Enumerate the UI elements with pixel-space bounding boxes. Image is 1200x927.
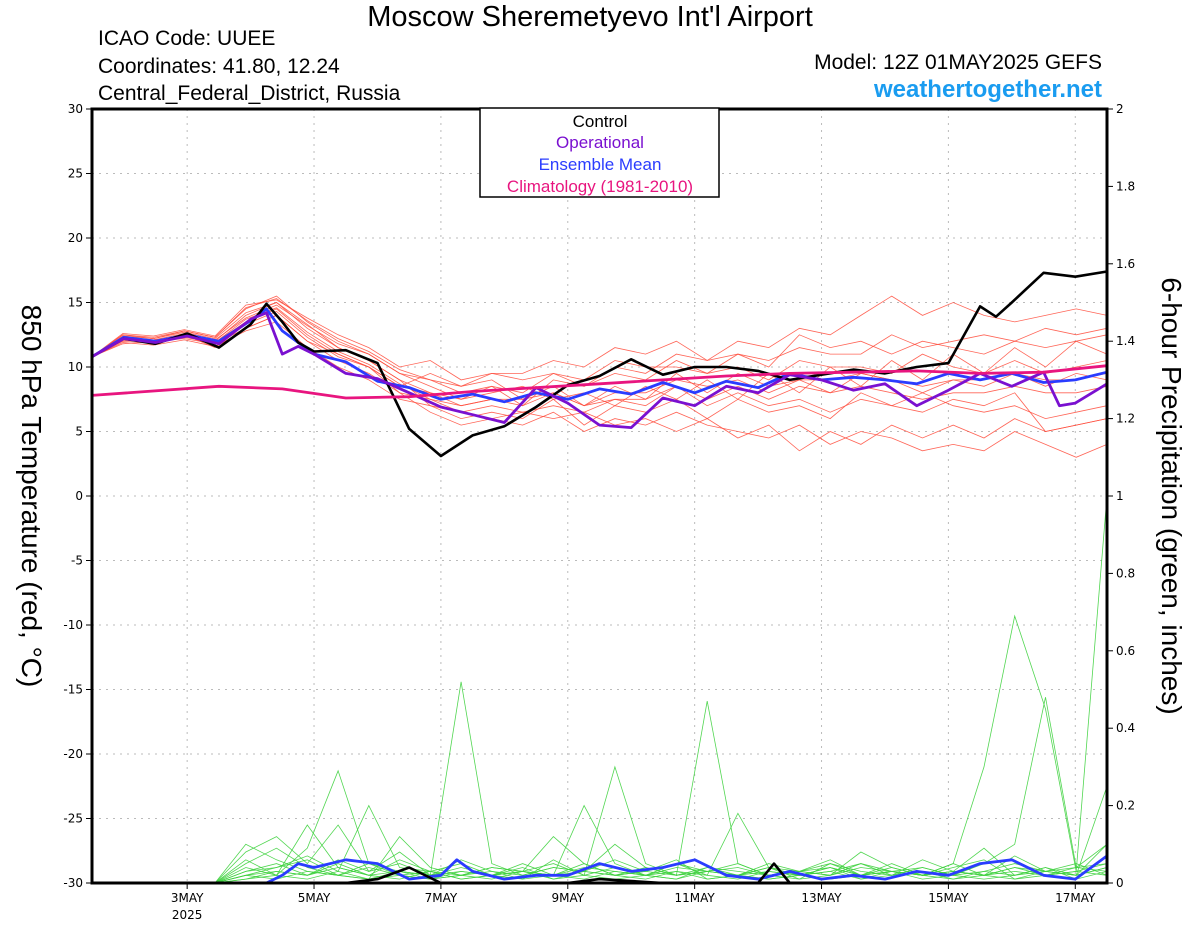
legend-ensemble-mean: Ensemble Mean: [539, 155, 662, 174]
temperature-member-line: [91, 298, 1108, 387]
precipitation-member-line: [92, 697, 1108, 884]
x-tick-label: 7MAY: [425, 891, 458, 905]
x-tick-label: 11MAY: [675, 891, 716, 905]
left-tick-label: 10: [68, 360, 83, 374]
main-series: [91, 270, 1108, 885]
x-tick-sublabel: 2025: [172, 908, 203, 922]
right-tick-label: 0.8: [1116, 566, 1135, 580]
right-tick-label: 1.4: [1116, 334, 1135, 348]
right-tick-label: 1: [1116, 489, 1124, 503]
left-axis-ticks: 30 25 20 15 10 5 0 -5 -10 -15 -20 -25 -30: [63, 102, 92, 890]
temp-operational-line: [91, 311, 1108, 429]
right-axis-ticks: 2 1.8 1.6 1.4 1.2 1 0.8 0.6 0.4 0.2 0: [1107, 102, 1135, 890]
page-title: Moscow Sheremetyevo Int'l Airport: [367, 1, 813, 33]
x-tick-label: 3MAY: [171, 891, 204, 905]
legend: Control Operational Ensemble Mean Climat…: [479, 107, 720, 198]
left-tick-label: 25: [68, 167, 83, 181]
right-tick-label: 0.6: [1116, 644, 1135, 658]
right-tick-label: 1.6: [1116, 257, 1135, 271]
grid: [92, 109, 1107, 883]
legend-box: [479, 107, 720, 198]
right-tick-label: 1.2: [1116, 412, 1135, 426]
precipitation-member-line: [92, 786, 1108, 884]
temperature-member-line: [91, 302, 1108, 407]
left-tick-label: 5: [75, 425, 83, 439]
right-axis-title: 6-hour Precipitation (green, inches): [1156, 277, 1187, 714]
x-tick-label: 13MAY: [801, 891, 842, 905]
left-tick-label: -20: [63, 747, 83, 761]
left-tick-label: -15: [63, 683, 83, 697]
precipitation-member-line: [92, 847, 1108, 884]
right-tick-label: 0.2: [1116, 799, 1135, 813]
temperature-member-line: [91, 295, 1108, 394]
coordinates: Coordinates: 41.80, 12.24: [98, 55, 340, 78]
x-tick-label: 5MAY: [298, 891, 331, 905]
right-tick-label: 1.8: [1116, 179, 1135, 193]
left-axis-title: 850 hPa Temperature (red, °C): [16, 305, 47, 688]
left-tick-label: 0: [75, 489, 83, 503]
left-tick-label: -5: [71, 554, 83, 568]
left-tick-label: -25: [63, 812, 83, 826]
legend-operational: Operational: [556, 133, 644, 152]
right-tick-label: 0.4: [1116, 721, 1135, 735]
x-tick-label: 9MAY: [551, 891, 584, 905]
right-tick-label: 2: [1116, 102, 1124, 116]
temp-control-line: [91, 270, 1108, 458]
left-tick-label: -10: [63, 618, 83, 632]
x-tick-label: 15MAY: [928, 891, 969, 905]
legend-climatology: Climatology (1981-2010): [507, 177, 693, 196]
temp-climatology-1981-2010-line: [91, 364, 1108, 400]
temperature-member-line: [91, 321, 1108, 452]
x-tick-label: 17MAY: [1055, 891, 1096, 905]
legend-control: Control: [573, 112, 628, 131]
precip-ensemble-mean-line: [92, 854, 1108, 885]
temperature-member-line: [91, 299, 1108, 381]
precipitation-member-line: [92, 681, 1108, 884]
temperature-member-line: [91, 311, 1108, 407]
region: Central_Federal_District, Russia: [98, 82, 401, 105]
left-tick-label: 20: [68, 231, 83, 245]
icao-code: ICAO Code: UUEE: [98, 27, 276, 50]
precipitation-members: [92, 495, 1108, 884]
precipitation-member-line: [92, 614, 1108, 884]
left-tick-label: 30: [68, 102, 83, 116]
right-tick-label: 0: [1116, 876, 1124, 890]
site-link[interactable]: weathertogether.net: [873, 76, 1102, 103]
model-run: Model: 12Z 01MAY2025 GEFS: [814, 51, 1102, 74]
left-tick-label: -30: [63, 876, 83, 890]
x-axis-ticks: 3MAY 2025 5MAY 7MAY 9MAY 11MAY 13MAY 15MAY 17MAY: [171, 883, 1096, 922]
left-tick-label: 15: [68, 296, 83, 310]
